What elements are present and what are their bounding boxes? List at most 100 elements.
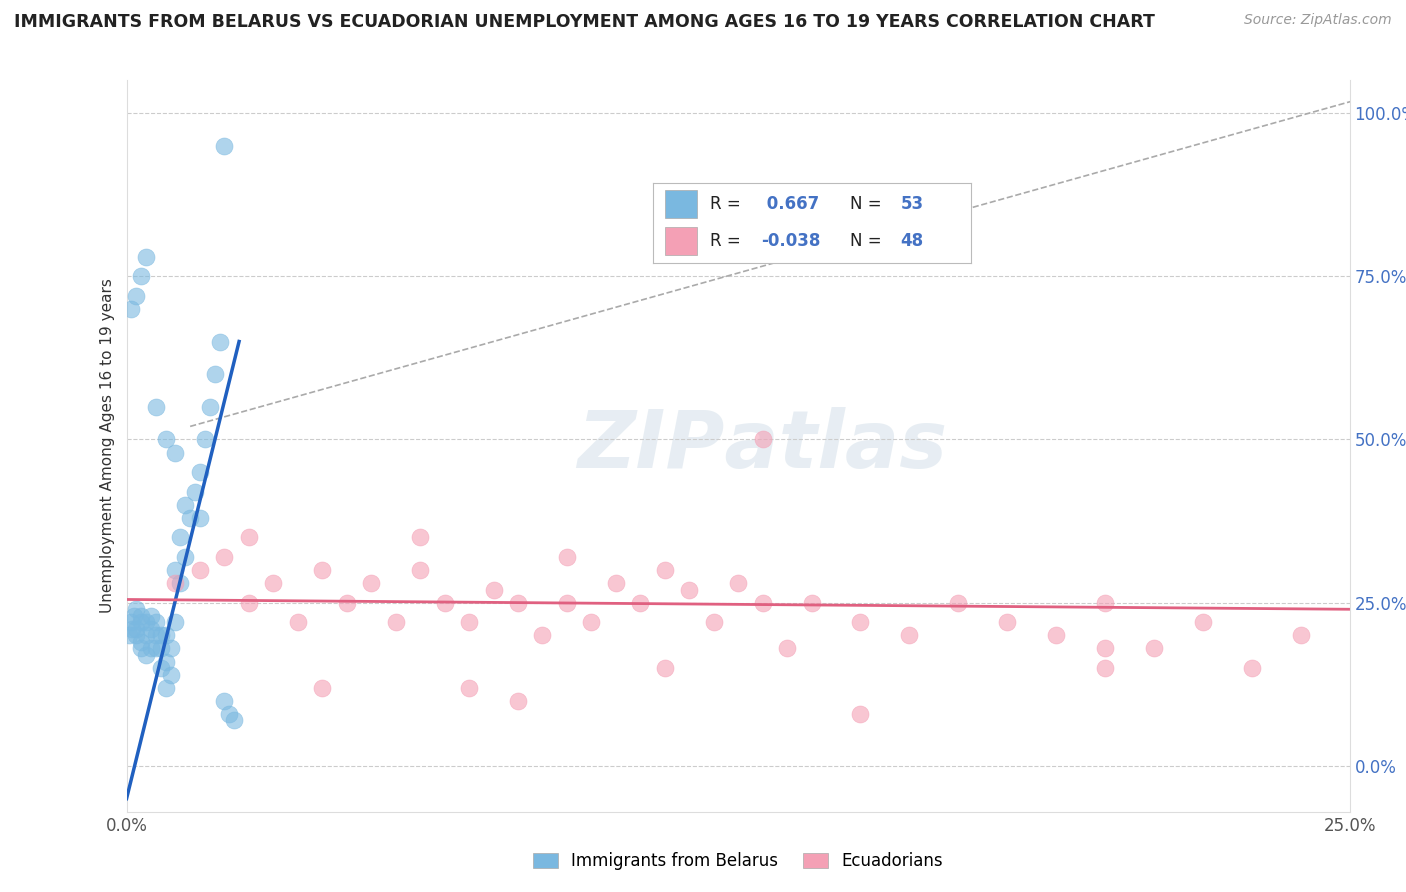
Text: R =: R = [710,232,745,250]
Point [135,250,157,264]
Point [165,576,187,591]
Text: -0.038: -0.038 [761,232,820,250]
Text: 48: 48 [901,232,924,250]
Text: 53: 53 [901,195,924,213]
Text: IMMIGRANTS FROM BELARUS VS ECUADORIAN UNEMPLOYMENT AMONG AGES 16 TO 19 YEARS COR: IMMIGRANTS FROM BELARUS VS ECUADORIAN UN… [14,13,1154,31]
Point [145,400,167,414]
Point [1289,628,1312,642]
Point [155,655,177,669]
Point [800,596,823,610]
Point [849,615,872,630]
Point [135,648,157,662]
Point [120,615,142,630]
Point [555,596,578,610]
Point [165,563,187,577]
Point [384,615,406,630]
Point [165,615,187,630]
Point [184,484,207,499]
Text: R =: R = [710,195,745,213]
Text: Source: ZipAtlas.com: Source: ZipAtlas.com [1244,13,1392,28]
Point [135,628,157,642]
Point [194,433,217,447]
Point [145,628,167,642]
Point [139,641,162,656]
Point [948,596,970,610]
Point [118,628,141,642]
Point [409,563,432,577]
Text: N =: N = [849,232,887,250]
Point [149,628,172,642]
Point [129,635,152,649]
Point [155,628,177,642]
Point [214,694,236,708]
Point [208,334,231,349]
Point [262,576,284,591]
Point [555,549,578,564]
Point [1240,661,1263,675]
Point [581,615,603,630]
Point [218,706,240,721]
Point [506,596,529,610]
Point [678,582,700,597]
Text: 0.667: 0.667 [761,195,818,213]
Point [159,641,181,656]
Point [458,681,481,695]
Point [149,641,172,656]
Point [135,615,157,630]
Point [506,694,529,708]
Point [174,549,197,564]
Point [433,596,456,610]
Point [654,563,676,577]
Point [169,530,191,544]
Point [1094,641,1116,656]
Point [155,681,177,695]
Text: ZIP​atlas: ZIP​atlas [578,407,948,485]
Point [188,465,211,479]
Point [149,661,172,675]
Point [165,445,187,459]
Point [238,530,260,544]
Point [531,628,554,642]
Point [145,615,167,630]
Point [995,615,1018,630]
Legend: Immigrants from Belarus, Ecuadorians: Immigrants from Belarus, Ecuadorians [526,846,950,877]
Point [605,576,627,591]
Point [1094,661,1116,675]
Point [482,582,505,597]
Point [198,400,221,414]
Point [311,563,333,577]
Point [654,661,676,675]
Point [125,628,148,642]
Point [336,596,359,610]
Point [214,138,236,153]
Point [129,608,152,623]
Point [145,641,167,656]
Point [174,498,197,512]
Point [1143,641,1166,656]
Point [311,681,333,695]
Point [179,511,201,525]
Point [188,563,211,577]
Point [129,641,152,656]
Point [458,615,481,630]
Point [898,628,921,642]
Point [703,615,725,630]
FancyBboxPatch shape [665,227,697,255]
Point [120,301,142,316]
Point [214,549,236,564]
Point [139,622,162,636]
Point [188,511,211,525]
Point [169,576,191,591]
Point [125,602,148,616]
Point [287,615,309,630]
Point [224,714,246,728]
Point [1192,615,1215,630]
Point [751,433,773,447]
Point [776,641,799,656]
Point [409,530,432,544]
Point [751,596,773,610]
Point [628,596,651,610]
Point [727,576,749,591]
Point [159,667,181,681]
Point [204,367,226,381]
